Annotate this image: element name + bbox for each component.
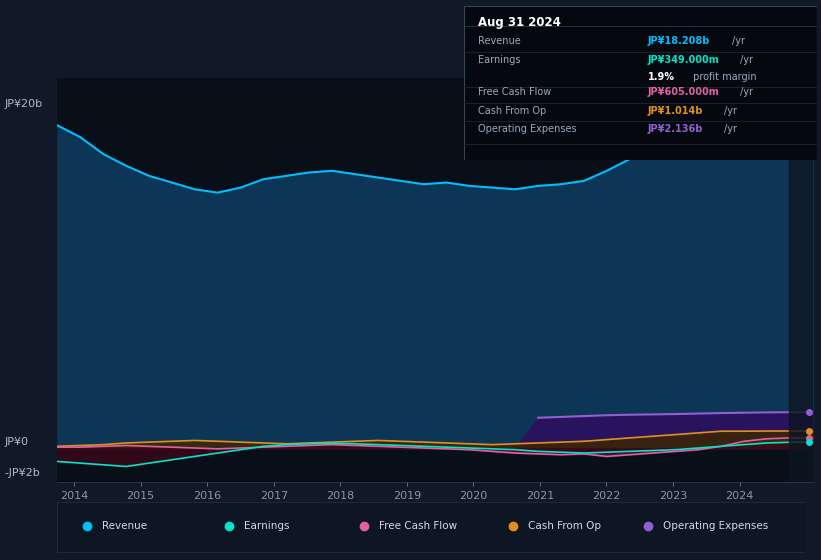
Text: /yr: /yr [740, 87, 753, 97]
Text: /yr: /yr [724, 106, 737, 116]
Text: 1.9%: 1.9% [648, 72, 674, 82]
Text: JP¥349.000m: JP¥349.000m [648, 55, 719, 65]
Text: Free Cash Flow: Free Cash Flow [478, 87, 551, 97]
Text: /yr: /yr [724, 124, 737, 134]
Text: profit margin: profit margin [690, 72, 756, 82]
Text: Free Cash Flow: Free Cash Flow [378, 521, 456, 531]
Bar [790, 78, 813, 482]
Text: JP¥1.014b: JP¥1.014b [648, 106, 703, 116]
Text: JP¥20b: JP¥20b [4, 99, 42, 109]
Text: /yr: /yr [740, 55, 753, 65]
Text: JP¥2.136b: JP¥2.136b [648, 124, 703, 134]
Text: JP¥18.208b: JP¥18.208b [648, 36, 710, 46]
Bar [57, 502, 805, 552]
Text: -JP¥2b: -JP¥2b [4, 468, 40, 478]
Text: Earnings: Earnings [245, 521, 290, 531]
Text: /yr: /yr [732, 36, 745, 46]
Text: Cash From Op: Cash From Op [478, 106, 546, 116]
Text: Cash From Op: Cash From Op [528, 521, 601, 531]
Text: Aug 31 2024: Aug 31 2024 [478, 16, 561, 29]
Text: JP¥0: JP¥0 [4, 437, 28, 447]
Text: Operating Expenses: Operating Expenses [663, 521, 768, 531]
Text: Operating Expenses: Operating Expenses [478, 124, 576, 134]
Text: Revenue: Revenue [478, 36, 521, 46]
Text: Earnings: Earnings [478, 55, 521, 65]
Text: Revenue: Revenue [103, 521, 148, 531]
Text: JP¥605.000m: JP¥605.000m [648, 87, 719, 97]
